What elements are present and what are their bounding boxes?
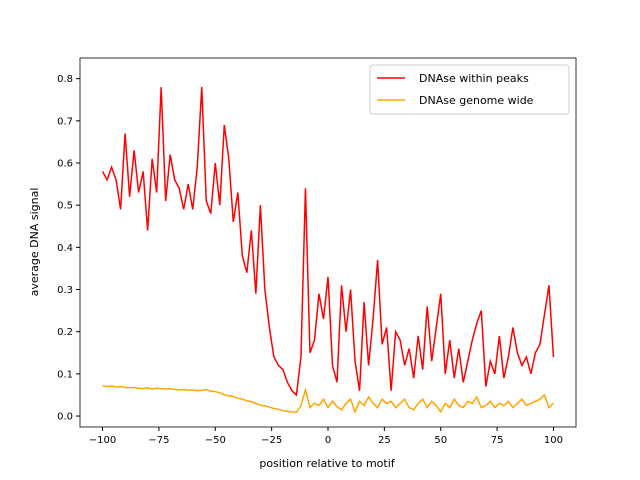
y-tick-label: 0.6: [57, 159, 73, 170]
y-axis-label: average DNA signal: [28, 188, 41, 297]
x-tick-label: 50: [434, 435, 447, 446]
legend-box: [369, 64, 570, 115]
y-tick-label: 0.3: [57, 285, 73, 296]
y-tick-label: 0.0: [57, 412, 73, 423]
x-tick-label: 0: [325, 435, 331, 446]
y-tick-label: 0.4: [57, 243, 73, 254]
x-tick-label: 100: [544, 435, 563, 446]
data-line: [101, 87, 555, 397]
x-tick-label: 25: [378, 435, 391, 446]
legend-label: DNAse within peaks: [419, 72, 529, 85]
y-tick-label: 0.8: [57, 74, 73, 85]
y-tick-label: 0.5: [57, 201, 73, 212]
x-tick-label: −100: [89, 435, 116, 446]
x-tick-label: 75: [491, 435, 504, 446]
y-tick-label: 0.1: [57, 369, 73, 380]
y-tick-label: 0.7: [57, 116, 73, 127]
x-tick-label: −50: [205, 435, 226, 446]
data-line: [102, 384, 554, 414]
plot-frame: [79, 57, 577, 428]
legend-label: DNAse genome wide: [419, 94, 534, 107]
y-tick-label: 0.2: [57, 327, 73, 338]
x-axis-label: position relative to motif: [259, 457, 395, 470]
x-tick-label: −25: [261, 435, 282, 446]
x-tick-label: −75: [148, 435, 169, 446]
